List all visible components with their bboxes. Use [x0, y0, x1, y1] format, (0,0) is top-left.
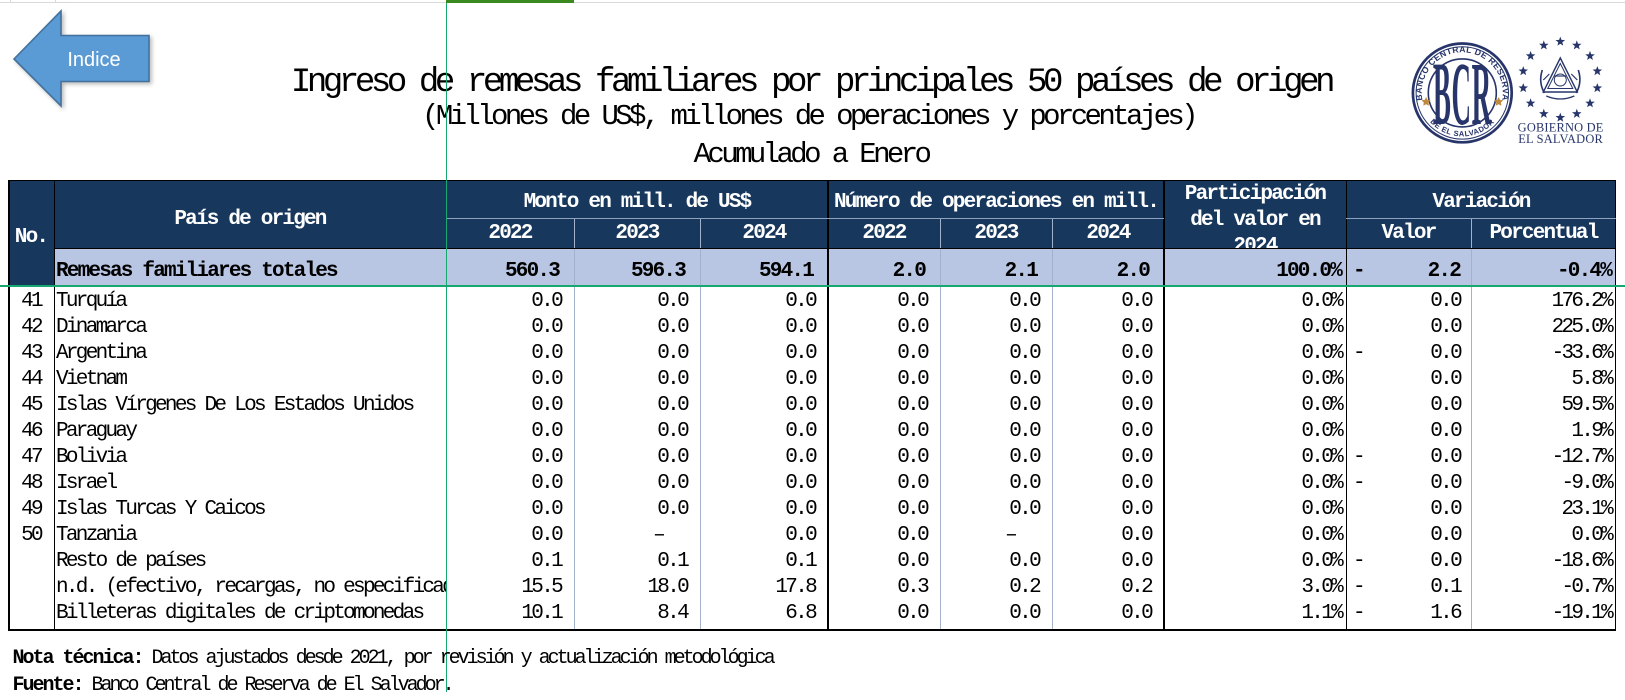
svg-text:Indice: Indice [67, 49, 120, 71]
svg-text:BCR: BCR [1433, 45, 1492, 144]
svg-text:GOBIERNO DE: GOBIERNO DE [1518, 120, 1604, 134]
svg-text:EL SALVADOR: EL SALVADOR [1518, 132, 1603, 146]
